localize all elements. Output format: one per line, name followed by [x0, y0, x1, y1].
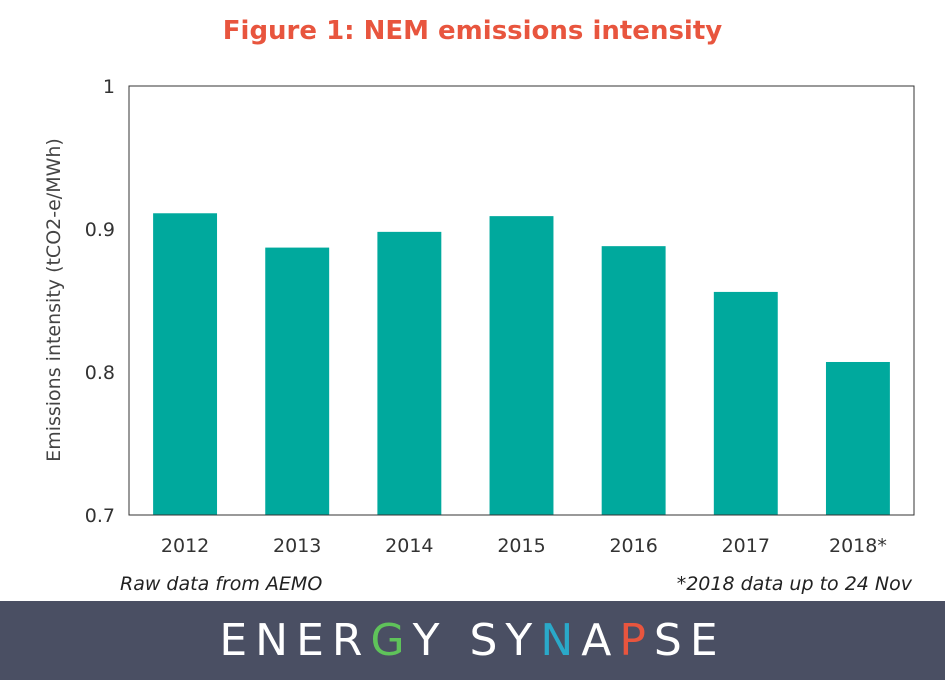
x-tick-label: 2017 [722, 535, 770, 557]
x-tick-label: 2013 [273, 535, 321, 557]
logo-letter: N [540, 615, 582, 666]
y-tick-label: 0.8 [85, 362, 115, 384]
logo-letter: S [653, 615, 690, 666]
x-tick-label: 2012 [161, 535, 209, 557]
logo-letter: R [331, 615, 371, 666]
x-tick-label: 2014 [385, 535, 433, 557]
logo-letter: G [370, 615, 413, 666]
bar-2012 [153, 213, 218, 515]
bar-layer [153, 213, 890, 516]
y-tick-label: 1 [103, 76, 115, 98]
source-note: Raw data from AEMO [120, 573, 323, 595]
logo-letter: P [619, 615, 654, 666]
y-tick-label: 0.7 [85, 505, 115, 527]
logo-letter: Y [412, 615, 448, 666]
y-tick-layer: 0.7 0.8 0.9 1 [85, 76, 115, 527]
logo-letter: Y [505, 615, 541, 666]
bar-2014 [377, 231, 442, 516]
x-tick-label: 2016 [609, 535, 657, 557]
logo-letter: E [219, 615, 256, 666]
x-tick-label: 2015 [497, 535, 545, 557]
bar-2017 [713, 291, 778, 515]
plot-frame [128, 85, 915, 516]
bar-2015 [489, 216, 554, 515]
x-tick-layer: 2012 2013 2014 2015 2016 2017 2018* [161, 535, 887, 557]
y-tick-label: 0.9 [85, 219, 115, 241]
logo-letter: S [469, 615, 506, 666]
bar-2013 [265, 247, 330, 515]
data-note: *2018 data up to 24 Nov [676, 573, 912, 595]
x-tick-label: 2018* [829, 535, 887, 557]
logo-letter: A [581, 615, 620, 666]
chart-title: Figure 1: NEM emissions intensity [222, 16, 723, 46]
logo-letter: N [255, 615, 297, 666]
bar-chart: 0.7 0.8 0.9 1 2012 2013 2014 2015 2016 2017 2018*… [43, 76, 915, 557]
y-axis-label: Emissions intensity (tCO2-e/MWh) [43, 138, 65, 462]
logo-letter [447, 615, 469, 666]
bar-2018 [825, 361, 890, 515]
bar-2016 [601, 246, 666, 515]
logo-letter: E [689, 615, 726, 666]
logo-letter: E [296, 615, 332, 666]
